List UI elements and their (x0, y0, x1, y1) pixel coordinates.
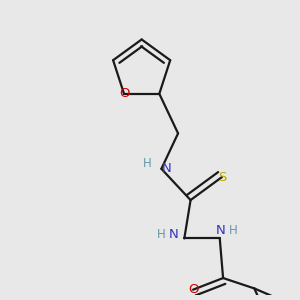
Text: N: N (216, 224, 226, 237)
Text: H: H (142, 157, 151, 170)
Text: S: S (218, 171, 226, 184)
Text: O: O (119, 87, 129, 100)
Text: N: N (169, 228, 179, 241)
Text: H: H (229, 224, 238, 237)
Text: O: O (188, 283, 198, 296)
Text: H: H (157, 228, 166, 241)
Text: N: N (161, 162, 171, 175)
